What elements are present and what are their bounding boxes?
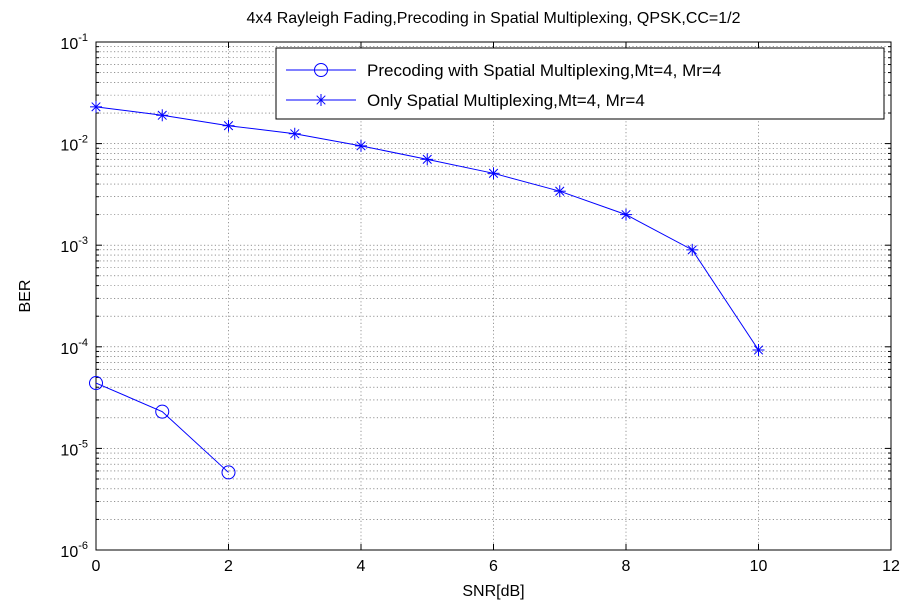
axis-ticks xyxy=(95,41,892,551)
data-point-star xyxy=(686,243,699,256)
data-point-circle xyxy=(155,404,170,419)
legend-label-precoding: Precoding with Spatial Multiplexing,Mt=4… xyxy=(367,61,721,80)
data-point-star xyxy=(487,167,500,180)
legend-marker-star xyxy=(315,94,327,106)
y-tick-label: 10-2 xyxy=(60,134,88,155)
series-precoding xyxy=(89,376,236,480)
y-tick-label: 10-1 xyxy=(60,32,88,53)
x-tick-label: 10 xyxy=(750,558,768,575)
data-point-star xyxy=(156,109,169,122)
y-tick-label: 10-6 xyxy=(60,540,88,561)
series-only-spatial-multiplexing xyxy=(90,100,765,357)
x-tick-label: 4 xyxy=(357,558,366,575)
x-tick-label: 0 xyxy=(92,558,101,575)
legend: Precoding with Spatial Multiplexing,Mt=4… xyxy=(275,47,885,120)
y-tick-label: 10-4 xyxy=(60,337,88,358)
data-point-circle xyxy=(89,376,103,391)
series-line xyxy=(95,382,229,473)
y-axis-label: BER xyxy=(17,280,34,313)
data-point-star xyxy=(90,100,102,113)
legend-label-only-sm: Only Spatial Multiplexing,Mt=4, Mr=4 xyxy=(367,91,645,110)
legend-star-glyph xyxy=(315,94,327,106)
data-point-star xyxy=(355,139,367,152)
legend-box xyxy=(275,47,885,120)
y-tick-label: 10-3 xyxy=(60,235,88,256)
chart-title: 4x4 Rayleigh Fading,Precoding in Spatial… xyxy=(246,10,740,27)
tick-labels: 0 2 4 6 8 10 12 10-1 10-2 10-3 10-4 10-5 10-6 xyxy=(60,32,900,575)
x-tick-label: 2 xyxy=(224,558,233,575)
data-point-star xyxy=(553,185,566,198)
data-point-star xyxy=(222,119,235,132)
data-point-star xyxy=(288,127,301,140)
data-point-star xyxy=(620,208,632,221)
legend-marker-circle xyxy=(314,63,328,77)
x-tick-label: 12 xyxy=(882,558,900,575)
x-axis-label: SNR[dB] xyxy=(462,583,524,600)
data-point-star xyxy=(421,153,434,166)
x-tick-label: 8 xyxy=(622,558,631,575)
data-point-star xyxy=(752,344,765,357)
data-point-circle xyxy=(221,465,236,480)
data-series xyxy=(89,100,765,480)
y-tick-label: 10-5 xyxy=(60,438,88,459)
x-tick-label: 6 xyxy=(489,558,498,575)
